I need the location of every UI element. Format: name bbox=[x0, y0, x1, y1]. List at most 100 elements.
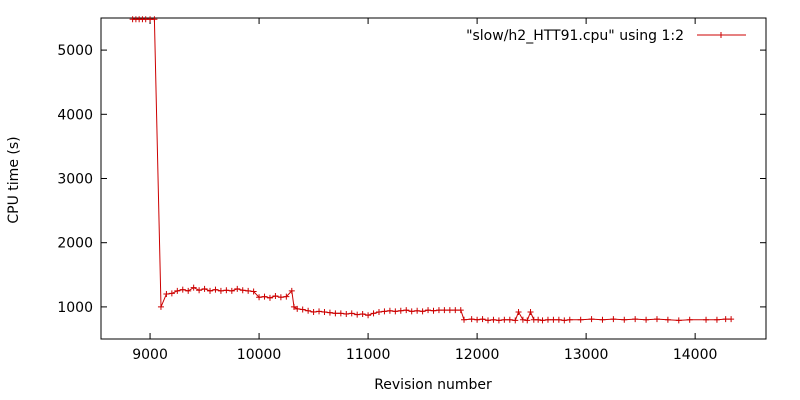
data-point bbox=[527, 309, 534, 316]
data-point bbox=[550, 316, 557, 323]
data-point bbox=[643, 316, 650, 323]
data-point bbox=[632, 316, 639, 323]
data-point bbox=[524, 317, 531, 324]
data-point bbox=[664, 316, 671, 323]
data-point bbox=[512, 317, 519, 324]
data-point bbox=[179, 286, 186, 293]
data-point bbox=[599, 316, 606, 323]
data-point bbox=[392, 308, 399, 315]
data-point bbox=[190, 284, 197, 291]
data-point bbox=[561, 317, 568, 324]
data-point bbox=[234, 285, 241, 292]
data-point bbox=[519, 316, 526, 323]
data-point bbox=[359, 310, 366, 317]
data-point bbox=[713, 316, 720, 323]
data-point bbox=[288, 287, 295, 294]
data-point bbox=[326, 309, 333, 316]
data-point bbox=[610, 316, 617, 323]
data-point bbox=[310, 309, 317, 316]
data-point bbox=[539, 317, 546, 324]
data-point bbox=[196, 287, 203, 294]
data-point bbox=[446, 307, 453, 314]
data-point bbox=[245, 287, 252, 294]
data-point bbox=[653, 316, 660, 323]
data-point bbox=[163, 291, 170, 298]
x-tick-label: 14000 bbox=[673, 347, 718, 363]
x-tick-label: 13000 bbox=[564, 347, 609, 363]
legend: "slow/h2_HTT91.cpu" using 1:2 bbox=[466, 28, 746, 44]
data-point bbox=[468, 316, 475, 323]
data-point bbox=[490, 316, 497, 323]
data-point bbox=[207, 287, 214, 294]
series-layer bbox=[129, 16, 735, 324]
y-tick-label: 3000 bbox=[57, 172, 93, 188]
data-point bbox=[728, 316, 735, 323]
data-point bbox=[397, 307, 404, 314]
data-point bbox=[201, 285, 208, 292]
data-point bbox=[515, 309, 522, 316]
data-point bbox=[544, 316, 551, 323]
data-point bbox=[722, 316, 729, 323]
data-point bbox=[457, 307, 464, 314]
data-point bbox=[228, 287, 235, 294]
data-point bbox=[419, 308, 426, 315]
data-point bbox=[452, 307, 459, 314]
data-point bbox=[290, 303, 297, 310]
data-point bbox=[272, 292, 279, 299]
data-point bbox=[299, 306, 306, 313]
x-tick-label: 11000 bbox=[346, 347, 391, 363]
data-point bbox=[354, 311, 361, 318]
data-point bbox=[266, 294, 273, 301]
data-point bbox=[555, 316, 562, 323]
data-point bbox=[277, 294, 284, 301]
data-point bbox=[365, 312, 372, 319]
data-point bbox=[566, 316, 573, 323]
data-point bbox=[621, 316, 628, 323]
data-point bbox=[337, 310, 344, 317]
data-point bbox=[479, 316, 486, 323]
data-point bbox=[332, 310, 339, 317]
data-point bbox=[588, 316, 595, 323]
axis-ticks bbox=[101, 18, 766, 339]
data-point bbox=[501, 316, 508, 323]
data-point bbox=[430, 307, 437, 314]
data-point bbox=[675, 317, 682, 324]
y-tick-label: 1000 bbox=[57, 300, 93, 316]
data-point bbox=[686, 316, 693, 323]
data-point bbox=[408, 308, 415, 315]
data-point bbox=[441, 307, 448, 314]
data-point bbox=[577, 316, 584, 323]
series-line bbox=[132, 18, 732, 321]
plot-frame bbox=[100, 17, 767, 340]
axis-tick-labels: 9000 10000 11000 12000 13000 14000 1000 2000 300… bbox=[57, 43, 717, 363]
data-point bbox=[348, 310, 355, 317]
data-point bbox=[343, 310, 350, 317]
y-tick-label: 5000 bbox=[57, 43, 93, 59]
data-point bbox=[151, 16, 158, 23]
x-tick-label: 10000 bbox=[237, 347, 282, 363]
data-point bbox=[535, 316, 542, 323]
x-tick-label: 9000 bbox=[132, 347, 168, 363]
data-point bbox=[168, 290, 175, 297]
data-point bbox=[256, 294, 263, 301]
data-point bbox=[185, 287, 192, 294]
y-tick-label: 2000 bbox=[57, 236, 93, 252]
data-point bbox=[703, 316, 710, 323]
data-point bbox=[370, 310, 377, 317]
data-point bbox=[250, 288, 257, 295]
data-point bbox=[495, 317, 502, 324]
data-point bbox=[239, 287, 246, 294]
data-point bbox=[506, 316, 513, 323]
data-point bbox=[425, 307, 432, 314]
data-point bbox=[217, 287, 224, 294]
data-point bbox=[381, 308, 388, 315]
data-point bbox=[305, 307, 312, 314]
legend-marker bbox=[718, 32, 724, 38]
data-point bbox=[461, 316, 468, 323]
data-point bbox=[174, 287, 181, 294]
y-axis-label: CPU time (s) bbox=[6, 136, 22, 223]
data-point bbox=[283, 293, 290, 300]
x-axis-label: Revision number bbox=[374, 377, 492, 393]
data-point bbox=[212, 286, 219, 293]
data-point bbox=[375, 309, 382, 316]
